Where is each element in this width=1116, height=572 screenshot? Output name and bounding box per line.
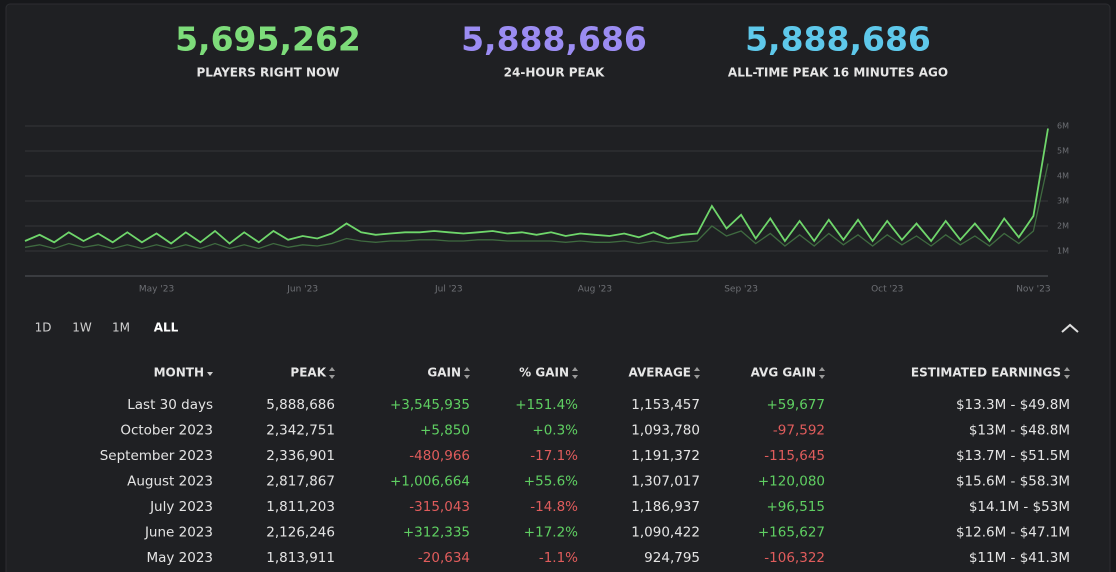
table-cell: Last 30 days [127,397,213,413]
table-cell: August 2023 [127,474,213,490]
table-cell: -480,966 [409,448,470,464]
column-header[interactable]: % GAIN [519,366,569,380]
table-cell: 2,336,901 [266,448,335,464]
table-cell: June 2023 [144,525,213,541]
sort-icon [819,367,825,379]
table-cell: -1.1% [539,550,578,566]
table-cell: $14.1M - $53M [969,499,1070,515]
stat-value: 5,695,262 [175,20,361,59]
table-cell: 924,795 [644,550,700,566]
y-tick-label: 4M [1057,172,1069,181]
sort-icon [464,367,470,379]
table-cell: October 2023 [120,423,213,439]
stat-value: 5,888,686 [461,20,647,59]
sort-icon [572,367,578,379]
column-header[interactable]: AVG GAIN [751,366,816,380]
sort-icon [207,372,213,376]
x-tick-label: Oct '23 [871,285,903,295]
table-cell: 1,090,422 [631,525,700,541]
range-button[interactable]: 1W [72,321,92,335]
table-cell: 2,342,751 [266,423,335,439]
y-tick-label: 3M [1057,197,1069,206]
stat-value: 5,888,686 [745,20,931,59]
x-tick-label: Aug '23 [578,285,612,295]
table-cell: +1,006,664 [390,474,470,490]
table-cell: $11M - $41.3M [969,550,1070,566]
table-cell: May 2023 [146,550,213,566]
x-tick-label: Sep '23 [724,285,758,295]
table-cell: $15.6M - $58.3M [956,474,1070,490]
y-tick-label: 5M [1057,147,1069,156]
table-cell: -106,322 [764,550,825,566]
column-header[interactable]: PEAK [290,366,326,380]
table-cell: $13.3M - $49.8M [956,397,1070,413]
range-button[interactable]: ALL [154,321,179,335]
y-tick-label: 2M [1057,222,1069,231]
x-tick-label: Jul '23 [434,285,463,295]
x-tick-label: Jun '23 [286,285,318,295]
column-header[interactable]: ESTIMATED EARNINGS [911,366,1061,380]
table-cell: +151.4% [515,397,578,413]
line-series [24,163,1049,250]
x-tick-label: Nov '23 [1016,285,1050,295]
card [5,3,1111,572]
table-cell: +96,515 [766,499,825,515]
table-cell: +5,850 [420,423,470,439]
table-cell: 1,093,780 [631,423,700,439]
table-cell: +312,335 [403,525,470,541]
table-cell: 5,888,686 [266,397,335,413]
table-cell: 1,153,457 [631,397,700,413]
x-tick-label: May '23 [139,285,174,295]
table-cell: 1,186,937 [631,499,700,515]
table-cell: September 2023 [100,448,213,464]
table-cell: -14.8% [530,499,578,515]
column-header[interactable]: MONTH [154,366,204,380]
table-cell: 2,817,867 [266,474,335,490]
table-cell: -115,645 [764,448,825,464]
y-tick-label: 1M [1057,247,1069,256]
table-cell: $13M - $48.8M [969,423,1070,439]
y-tick-label: 6M [1057,122,1069,131]
sort-icon [1064,367,1070,379]
column-header[interactable]: GAIN [427,366,461,380]
sort-icon [694,367,700,379]
stat-label: PLAYERS RIGHT NOW [197,66,340,80]
range-button[interactable]: 1M [112,321,130,335]
table-cell: +165,627 [758,525,825,541]
table-cell: $13.7M - $51.5M [956,448,1070,464]
table-cell: +17.2% [524,525,578,541]
table-cell: -97,592 [773,423,825,439]
line-series [24,128,1049,245]
table-cell: -20,634 [418,550,470,566]
table-cell: 1,813,911 [266,550,335,566]
table-cell: $12.6M - $47.1M [956,525,1070,541]
table-cell: 1,811,203 [266,499,335,515]
table-cell: +120,080 [758,474,825,490]
sort-icon [329,367,335,379]
table-cell: +55.6% [524,474,578,490]
table-cell: 1,307,017 [631,474,700,490]
table-cell: -315,043 [409,499,470,515]
table-cell: July 2023 [149,499,213,515]
table-cell: 2,126,246 [266,525,335,541]
table-cell: -17.1% [530,448,578,464]
table-cell: +3,545,935 [390,397,470,413]
stat-label: ALL-TIME PEAK 16 MINUTES AGO [728,66,948,80]
collapse-icon[interactable] [1061,323,1079,333]
table-cell: +59,677 [766,397,825,413]
stat-label: 24-HOUR PEAK [504,66,605,80]
table-cell: 1,191,372 [631,448,700,464]
range-button[interactable]: 1D [35,321,52,335]
column-header[interactable]: AVERAGE [628,366,691,380]
table-cell: +0.3% [532,423,578,439]
